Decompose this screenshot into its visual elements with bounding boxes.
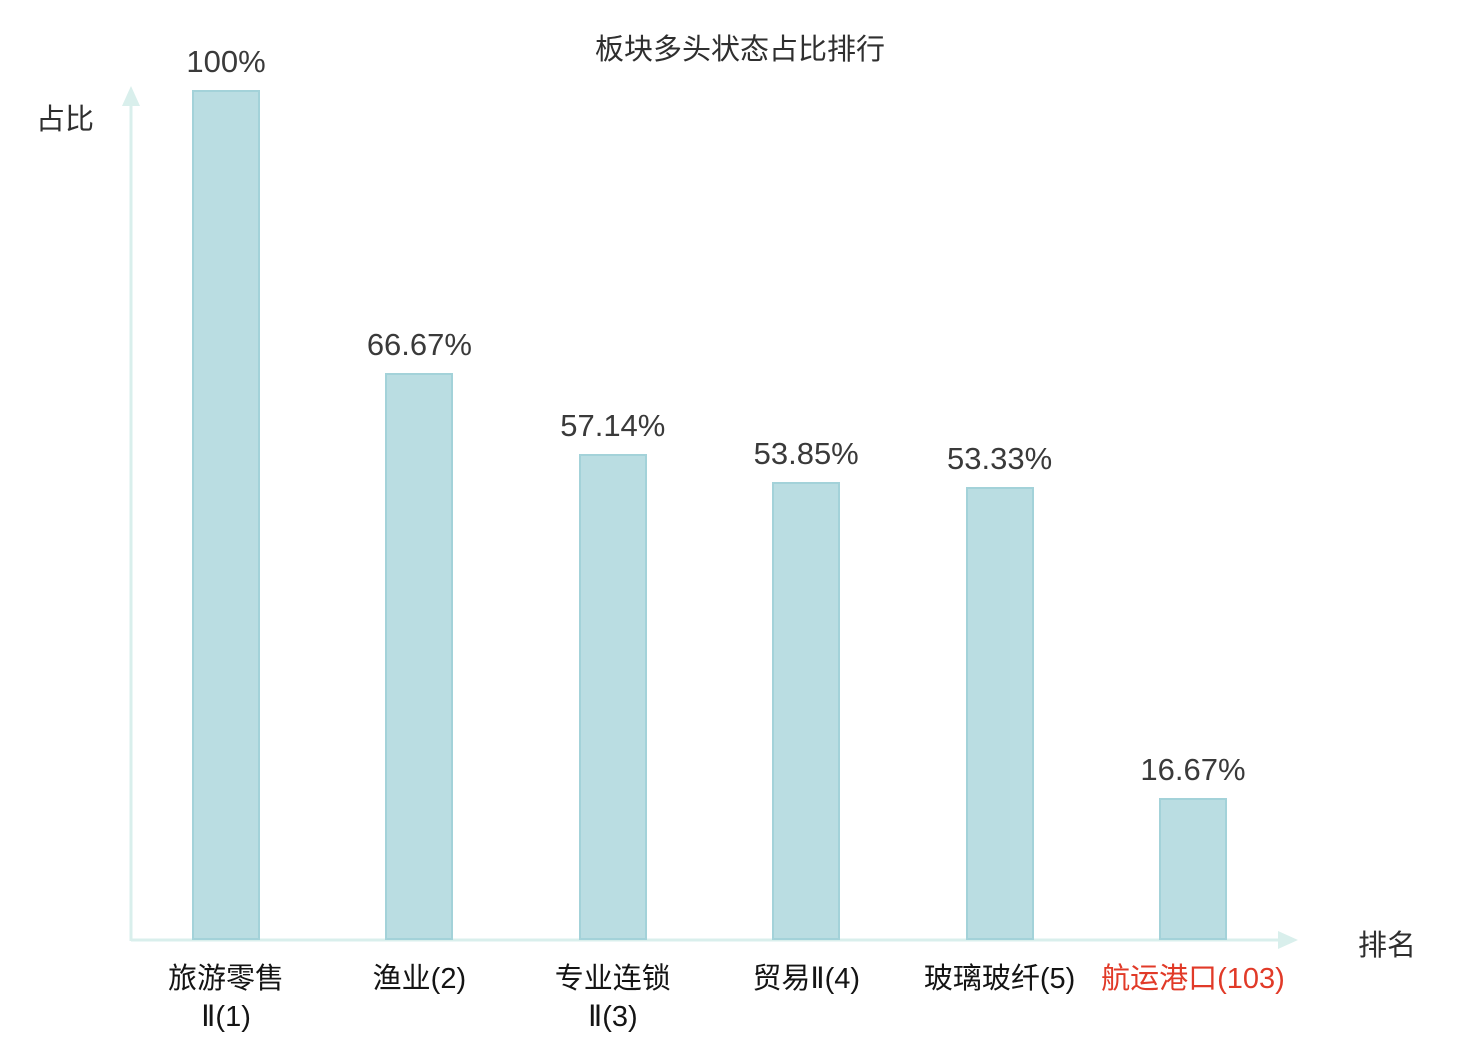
bar [1159,798,1227,940]
bar-category-label: 专业连锁 Ⅱ(3) [554,963,671,1033]
bar-category-label: 航运港口(103) [1101,963,1285,995]
bar-value-label: 100% [186,44,266,79]
bar-value-label: 16.67% [1140,752,1246,787]
bar [578,454,647,940]
bar [192,90,260,940]
bar [772,482,841,940]
x-axis-arrow [1278,931,1298,949]
bar-value-label: 57.14% [560,408,666,443]
bar-category-label: 旅游零售 Ⅱ(1) [167,963,284,1033]
bar [965,487,1034,940]
chart-title: 板块多头状态占比排行 [594,34,885,66]
bar-category-label: 渔业(2) [372,963,467,995]
bar-category-label: 玻璃玻纤(5) [923,963,1076,995]
bar-value-label: 66.67% [366,327,472,362]
bar-category-label: 贸易Ⅱ(4) [752,963,861,995]
x-axis-label: 排名 [1358,930,1417,962]
bar-value-label: 53.33% [947,441,1053,476]
y-axis-arrow [122,86,140,106]
bar-value-label: 53.85% [753,436,859,471]
y-axis-label: 占比 [36,104,95,136]
bar [385,373,454,940]
